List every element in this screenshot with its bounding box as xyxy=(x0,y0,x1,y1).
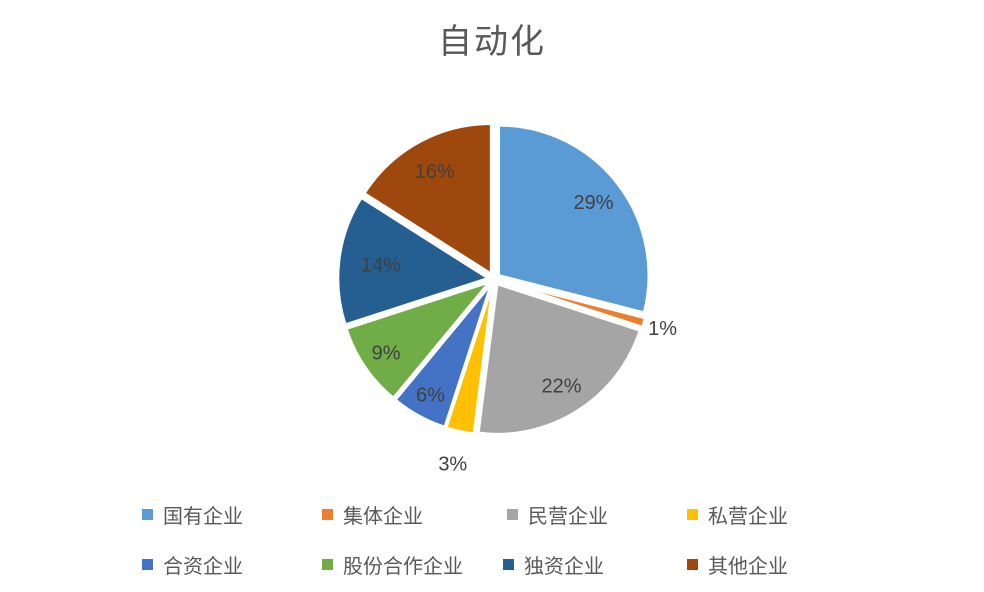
data-label-7: 14% xyxy=(361,255,401,277)
legend-swatch-icon xyxy=(687,558,698,570)
pie-slice-2[interactable] xyxy=(498,279,647,329)
pie-slice-8[interactable] xyxy=(363,122,493,275)
legend-item-3[interactable]: 民营企业 xyxy=(507,500,608,528)
legend-swatch-icon xyxy=(322,558,333,570)
legend-label: 私营企业 xyxy=(708,505,788,528)
legend-swatch-icon xyxy=(142,558,153,570)
legend-label: 股份合作企业 xyxy=(343,555,463,578)
legend-swatch-icon xyxy=(142,508,153,520)
legend-item-7[interactable]: 独资企业 xyxy=(503,550,604,578)
legend-label: 合资企业 xyxy=(163,555,243,578)
legend-swatch-icon xyxy=(322,508,333,520)
legend-swatch-icon xyxy=(687,508,698,520)
legend-item-1[interactable]: 国有企业 xyxy=(142,500,243,528)
data-label-6: 9% xyxy=(372,342,401,364)
pie-slice-7[interactable] xyxy=(336,196,490,326)
pie-slice-6[interactable] xyxy=(345,281,491,400)
legend-label: 集体企业 xyxy=(343,505,423,528)
chart-title: 自动化 xyxy=(438,23,546,61)
data-label-8: 16% xyxy=(415,161,455,183)
pie-slice-5[interactable] xyxy=(394,283,493,429)
legend-item-5[interactable]: 合资企业 xyxy=(142,550,243,578)
legend-item-4[interactable]: 私营企业 xyxy=(687,500,788,528)
legend-swatch-icon xyxy=(503,558,514,570)
pie-slice-4[interactable] xyxy=(445,283,494,435)
legend-item-6[interactable]: 股份合作企业 xyxy=(322,550,463,578)
data-label-5: 6% xyxy=(416,385,445,407)
legend-label: 独资企业 xyxy=(524,555,604,578)
pie-slice-1[interactable] xyxy=(497,124,650,314)
legend-label: 国有企业 xyxy=(163,505,243,528)
pie-slice-3[interactable] xyxy=(477,282,642,436)
legend-label: 民营企业 xyxy=(528,505,608,528)
legend-label: 其他企业 xyxy=(708,555,788,578)
data-label-4: 3% xyxy=(438,453,467,475)
legend-item-8[interactable]: 其他企业 xyxy=(687,550,788,578)
data-label-3: 22% xyxy=(541,375,581,397)
data-label-1: 29% xyxy=(574,192,614,214)
data-label-2: 1% xyxy=(648,318,677,340)
legend-swatch-icon xyxy=(507,508,518,520)
legend-item-2[interactable]: 集体企业 xyxy=(322,500,423,528)
